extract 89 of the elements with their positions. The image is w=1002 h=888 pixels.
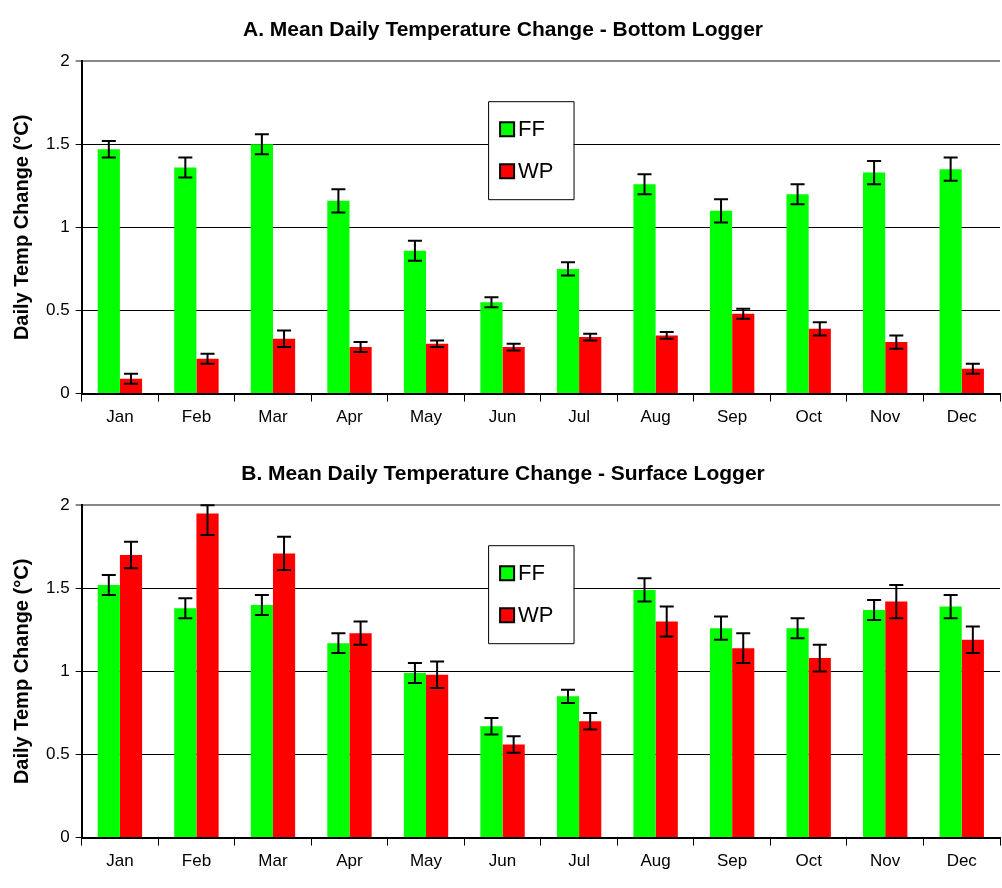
y-tick-label: 1 [60,661,70,681]
y-tick-label: 0 [60,383,70,403]
x-tick-label: Jun [488,851,517,871]
y-axis-title: Daily Temp Change (°C) [9,114,32,341]
x-tick-label: Nov [870,407,901,427]
bar [808,328,831,394]
bar [885,601,908,838]
y-tick-label: 0.5 [45,744,70,764]
bar [556,268,580,394]
bar [655,621,678,838]
bar [250,604,273,838]
bar [808,658,831,838]
y-tick-label: 0.5 [45,300,70,320]
x-tick-label: Apr [336,407,364,427]
x-tick-label: Nov [870,851,901,871]
bar [655,335,678,394]
x-tick-label: Mar [258,851,288,871]
bar [939,606,962,838]
bar [732,648,755,838]
y-tick-label: 1.5 [45,577,70,597]
legend-label: WP [518,158,554,184]
bar [174,608,197,838]
chart-title: A. Mean Daily Temperature Change - Bottom Logger [242,17,764,41]
bar [97,149,120,394]
bar [480,302,503,394]
y-tick-label: 0 [60,827,70,847]
bar [709,210,733,394]
bar [327,200,350,394]
y-tick-label: 2 [60,494,70,514]
y-tick-label: 1 [60,217,70,237]
x-tick-label: Mar [258,407,288,427]
y-axis-title: Daily Temp Change (°C) [9,558,32,785]
x-tick-label: Oct [795,851,823,871]
x-tick-label: Feb [181,407,212,427]
bar [786,194,809,394]
legend-label: FF [518,560,545,586]
x-tick-label: Dec [946,851,978,871]
x-tick-label: Dec [946,407,978,427]
x-tick-label: Sep [717,851,748,871]
x-tick-label: Aug [640,407,671,427]
bar [349,347,372,394]
bar [502,744,525,838]
x-tick-label: Jan [106,851,134,871]
bar [403,250,427,394]
bar [426,674,449,838]
bar [786,628,809,838]
bar [349,633,372,838]
bar [732,313,755,394]
bar [961,639,984,838]
bar [97,584,120,838]
bar [174,167,197,394]
x-tick-label: May [409,407,443,427]
bar [272,553,296,838]
legend-label: WP [518,602,554,628]
bar [863,609,886,838]
y-tick-label: 2 [60,50,70,70]
bar [633,589,656,838]
bar [196,358,219,394]
x-tick-label: Jul [568,851,590,871]
bar [502,347,525,394]
bar [579,337,602,394]
bar [885,342,908,394]
x-tick-label: Jan [106,407,134,427]
x-tick-label: Apr [336,851,364,871]
x-tick-label: May [409,851,443,871]
bar [250,144,273,394]
legend-label: FF [518,116,545,142]
bar [196,513,219,838]
x-tick-label: Feb [181,851,212,871]
chart-title: B. Mean Daily Temperature Change - Surface Logger [241,461,765,485]
bar [327,643,350,838]
x-tick-label: Sep [717,407,748,427]
bar [403,673,427,838]
x-tick-label: Oct [795,407,823,427]
x-tick-label: Jul [568,407,590,427]
bar [939,169,962,394]
bar [961,368,984,394]
bar [633,184,656,394]
x-tick-label: Jun [488,407,517,427]
bar [119,555,143,838]
bar [272,338,296,394]
bar [579,721,602,838]
bar [556,696,580,838]
y-tick-label: 1.5 [45,133,70,153]
bar [480,726,503,838]
bar [863,172,886,394]
bar [709,628,733,838]
x-tick-label: Aug [640,851,671,871]
bar [426,343,449,394]
